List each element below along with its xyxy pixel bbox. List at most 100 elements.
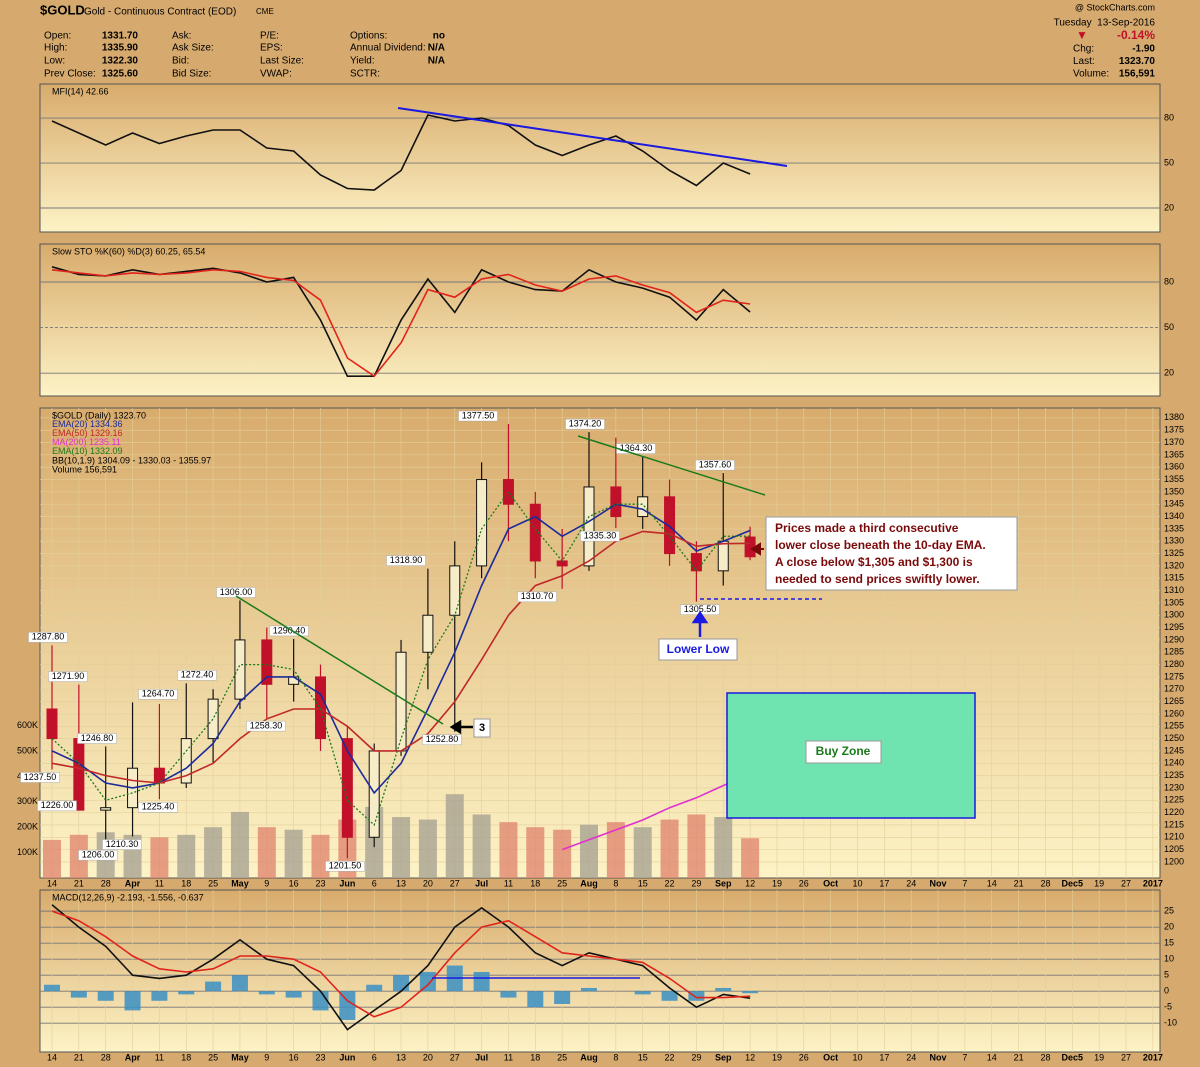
x-tick-label: Aug bbox=[580, 1052, 598, 1062]
histogram-bar bbox=[97, 991, 114, 1001]
x-tick-label: 24 bbox=[906, 878, 916, 888]
volume-bar bbox=[580, 824, 598, 878]
legend-name: EMA(20) bbox=[52, 419, 88, 429]
y-tick-label: 1300 bbox=[1164, 610, 1184, 620]
x-tick-label: Nov bbox=[930, 878, 947, 888]
buy-zone-box bbox=[805, 740, 882, 764]
volume-bar bbox=[687, 814, 706, 878]
x-tick-label: Sep bbox=[715, 1052, 732, 1062]
field-label: Ask Size: bbox=[172, 43, 214, 54]
histogram-bar bbox=[44, 984, 60, 992]
indicator-line bbox=[51, 268, 751, 378]
x-tick-label: May bbox=[231, 878, 249, 888]
candle-body bbox=[180, 738, 192, 784]
price-label: 1272.40 bbox=[181, 670, 214, 680]
down-arrow: ▼ bbox=[1076, 28, 1088, 42]
y-tick-label: -5 bbox=[1164, 1002, 1172, 1012]
date: Tuesday 13-Sep-2016 bbox=[1054, 18, 1156, 29]
histogram-bar bbox=[312, 991, 329, 1011]
callout-line: needed to send prices swiftly lower. bbox=[775, 572, 980, 586]
volume-bar bbox=[606, 822, 625, 878]
price-label: 1377.50 bbox=[462, 410, 495, 420]
y-tick-label: 20 bbox=[1164, 922, 1174, 932]
histogram-bar bbox=[715, 987, 732, 992]
price-label-box bbox=[325, 861, 365, 872]
candle-body bbox=[449, 565, 461, 616]
y-tick-label: 0 bbox=[1164, 986, 1169, 996]
callout-box bbox=[765, 516, 1018, 591]
histogram-bar bbox=[124, 991, 141, 1011]
x-tick-label: 11 bbox=[155, 878, 164, 888]
indicator-line bbox=[51, 503, 751, 795]
x-tick-label: 26 bbox=[799, 1052, 809, 1062]
y-tick-label: 1240 bbox=[1164, 758, 1184, 768]
y-tick-label: 1315 bbox=[1164, 573, 1184, 583]
x-tick-label: 19 bbox=[772, 878, 782, 888]
price-label-box bbox=[565, 418, 605, 430]
x-tick-label: 11 bbox=[155, 1052, 164, 1062]
price-label-box bbox=[269, 625, 309, 637]
exchange: CME bbox=[256, 7, 274, 16]
y-tick-label: 80 bbox=[1164, 112, 1174, 122]
candle-body bbox=[315, 676, 326, 740]
x-tick-label: 13 bbox=[396, 1052, 406, 1062]
y-tick-label: 5 bbox=[1164, 970, 1169, 980]
x-tick-label: 25 bbox=[557, 1052, 567, 1062]
volume-bar bbox=[204, 827, 223, 878]
field-label: Bid: bbox=[172, 56, 189, 67]
y-tick-label: 20 bbox=[1164, 368, 1174, 378]
y-tick-label: 1245 bbox=[1164, 745, 1184, 755]
price-label-box bbox=[695, 459, 735, 471]
y-tick-label: 20 bbox=[1164, 202, 1174, 212]
x-tick-label: 26 bbox=[799, 878, 809, 888]
field-value: N/A bbox=[428, 56, 445, 67]
field-label: Last Size: bbox=[260, 56, 304, 67]
y-tick-label: 1285 bbox=[1164, 647, 1184, 657]
price-label: 1364.30 bbox=[620, 443, 653, 453]
x-tick-label: 21 bbox=[74, 1052, 84, 1062]
y-tick-label: 1330 bbox=[1164, 536, 1184, 546]
x-tick-label: Sep bbox=[715, 878, 732, 888]
volume-tick-label: 100K bbox=[17, 847, 38, 857]
field-label: Prev Close: bbox=[44, 69, 96, 80]
price-label-box bbox=[216, 587, 256, 598]
x-tick-label: May bbox=[231, 1052, 249, 1062]
macd-panel bbox=[39, 889, 1161, 1053]
y-tick-label: 1350 bbox=[1164, 486, 1184, 496]
field-label: VWAP: bbox=[260, 69, 292, 80]
price-label: 1287.80 bbox=[32, 632, 65, 642]
field-value: 1335.90 bbox=[102, 43, 139, 54]
volume-bar bbox=[472, 814, 491, 878]
x-tick-label: 27 bbox=[1121, 1052, 1131, 1062]
price-label: 1306.00 bbox=[220, 587, 253, 597]
y-tick-label: 1210 bbox=[1164, 832, 1184, 842]
x-tick-label: 19 bbox=[772, 1052, 782, 1062]
x-tick-label: 25 bbox=[557, 878, 567, 888]
volume-bar bbox=[741, 838, 760, 878]
x-tick-label: Nov bbox=[930, 1052, 947, 1062]
y-tick-label: 15 bbox=[1164, 938, 1174, 948]
x-tick-label: 23 bbox=[315, 1052, 325, 1062]
x-tick-label: 21 bbox=[74, 878, 84, 888]
histogram-bar bbox=[231, 975, 248, 992]
volume-bar bbox=[257, 827, 276, 878]
price-label-box bbox=[37, 800, 77, 812]
lower-low-label: Lower Low bbox=[667, 642, 730, 656]
x-tick-label: 16 bbox=[289, 878, 299, 888]
callout-line: lower close beneath the 10-day EMA. bbox=[775, 538, 986, 552]
field-label: High: bbox=[44, 43, 67, 54]
y-tick-label: 25 bbox=[1164, 906, 1174, 916]
volume-bar bbox=[392, 817, 411, 878]
field-label: Ask: bbox=[172, 31, 191, 42]
histogram-bar bbox=[151, 991, 168, 1001]
histogram-bar bbox=[473, 971, 490, 992]
mfi-panel bbox=[39, 83, 1161, 233]
histogram-bar bbox=[581, 987, 597, 992]
legend-value: 1235.11 bbox=[89, 437, 121, 447]
x-tick-label: Jun bbox=[339, 878, 355, 888]
indicator-line bbox=[561, 774, 751, 851]
volume-bar bbox=[714, 817, 733, 878]
annotations: Buy Zone Prices made a third consecutive… bbox=[235, 107, 1018, 979]
field-label: Low: bbox=[44, 56, 65, 67]
